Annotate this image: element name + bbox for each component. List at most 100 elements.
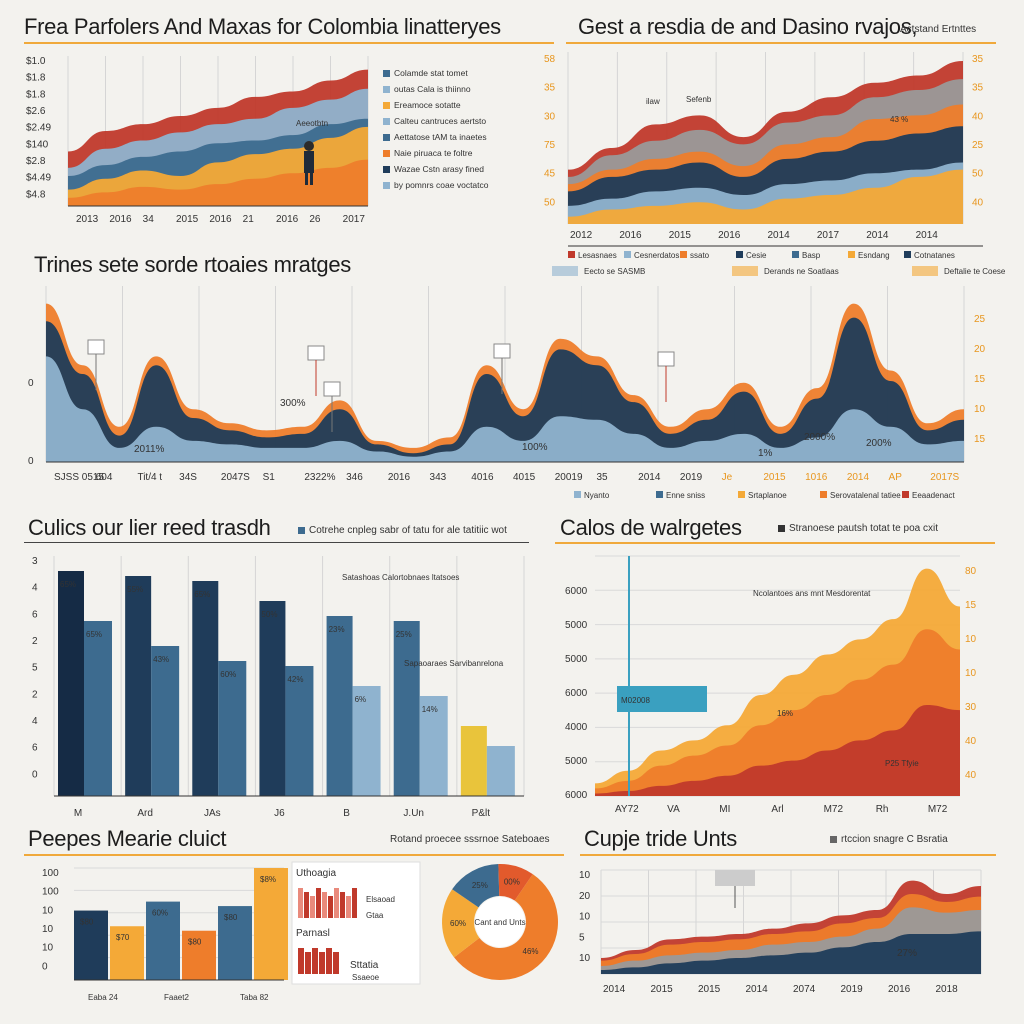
chart6-y-tick: 100 (42, 868, 59, 879)
chart3-value-label: 1% (758, 448, 773, 459)
chart3-x-tick: 2322% (304, 472, 335, 483)
chart2-rule (566, 42, 996, 44)
legend-label: Calteu cantruces aertsto (394, 116, 487, 126)
chart4-svg: M Ard JAs J6 B J.Un P&lt 65% 65% 55% 43% 65% 60% 50% 4… (32, 556, 525, 819)
chart2-title: Gest a resdia de and Dasino rvajos, (578, 14, 918, 39)
chart9-subtitle: rtccion snagre C Bsratia (830, 834, 948, 845)
chart6-title: Peepes Mearie cluict (28, 826, 227, 851)
chart9-subtitle-swatch (830, 835, 837, 843)
chart4-bar-primary (125, 576, 152, 796)
chart5-x-tick: M72 (824, 804, 844, 815)
chart7-bar (346, 896, 351, 918)
chart2-legend-swatch (736, 251, 743, 258)
chart7-label: Ssaeoe (352, 973, 380, 982)
chart3-legend-swatch (820, 491, 827, 498)
chart7-bar (334, 888, 339, 918)
pie-chart-svg: 46% 60% 25% 00% Cant and Unts (442, 864, 558, 980)
chart7-bar (340, 892, 345, 918)
chart9-y-tick: 10 (579, 953, 591, 964)
chart3-x-tick: S1 (263, 472, 276, 483)
chart1-y-tick: $4.8 (26, 189, 46, 200)
chart2-series-amber (568, 169, 963, 224)
chart4-bar-secondary (84, 621, 112, 796)
chart2-legend-label: ssato (690, 251, 710, 260)
chart1-y-tick: $2.8 (26, 156, 46, 167)
chart4-y-tick: 3 (32, 556, 38, 567)
chart3-x-tick: Je (722, 472, 733, 483)
legend-swatch (383, 150, 390, 158)
chart4-x-tick: B (343, 808, 350, 819)
chart4-annotation: Sapaoaraes Sarvibanrelona (404, 659, 504, 668)
chart5-x-tick: M72 (928, 804, 948, 815)
pie-slice-label: 25% (472, 881, 488, 890)
chart1-legend-item: Wazae Cstn arasy fined (383, 164, 553, 174)
chart3-y-tick-right: 20 (974, 344, 986, 355)
chart5-y-tick: 5000 (565, 654, 588, 665)
chart3-x-tick: 20019 (555, 472, 583, 483)
chart5-x-tick: Arl (771, 804, 783, 815)
chart6-value-label: 60% (152, 909, 168, 918)
chart6-subtitle: Rotand proecee sssrnoe Sateboaes (390, 834, 550, 845)
chart6-bar (218, 906, 252, 980)
chart6-value-label: $8% (260, 875, 276, 884)
chart3-x-tick: 2014 (847, 472, 870, 483)
chart1-legend-item: Naie piruaca te foltre (383, 148, 553, 158)
chart2-legend2-swatch (552, 266, 578, 276)
chart7-bar (328, 896, 333, 918)
chart5-y-tick-right: 80 (965, 566, 977, 577)
chart4-value-label: 25% (396, 630, 412, 639)
chart1-legend-item: Calteu cantruces aertsto (383, 116, 553, 126)
chart3-x-tick: 2014 (638, 472, 661, 483)
chart1-legend-item: outas Cala is thiinno (383, 84, 553, 94)
chart1-legend-item: Colamde stat tomet (383, 68, 553, 78)
chart4-y-tick: 2 (32, 636, 38, 647)
chart6-x-tick: Taba 82 (240, 993, 269, 1002)
chart3-annotation-box (87, 339, 105, 355)
chart4-value-label: 65% (86, 630, 102, 639)
chart3-x-tick: 2016 (388, 472, 411, 483)
chart7-label: Elsaoad (366, 895, 395, 904)
chart6-bar (146, 901, 180, 980)
chart4-value-label: 55% (127, 585, 143, 594)
chart3-y-tick: 0 (28, 378, 34, 389)
chart4-annotation: Satashoas Calortobnaes ltatsoes (342, 573, 459, 582)
chart6-bar (74, 910, 108, 980)
chart4-subtitle-swatch (298, 526, 305, 534)
chart3-value-label: 2011% (134, 444, 165, 455)
pie-slice (498, 864, 533, 901)
chart7-bar (298, 948, 304, 974)
chart4-value-label: 14% (422, 705, 438, 714)
chart2-subtitle: Actstand Ertnttes (900, 24, 977, 35)
chart7-label: Sttatia (350, 960, 379, 971)
chart6-bar (182, 930, 216, 980)
chart1-legend-item: Ereamoce sotatte (383, 100, 553, 110)
chart4-value-label: 50% (261, 610, 277, 619)
chart9-x-tick: 2015 (698, 984, 721, 995)
chart1-series-orange (68, 159, 368, 206)
chart9-x-tick: 2014 (603, 984, 626, 995)
chart5-y-tick-right: 10 (965, 668, 977, 679)
chart7-bar (310, 896, 315, 918)
chart1-x-tick: 2013 (76, 214, 99, 225)
chart2-x-tick: 2014 (866, 230, 889, 241)
chart2-svg: 58 35 30 75 45 50 35 35 40 25 50 40 2012 2016 2015 2016… (544, 52, 1006, 276)
chart5-callout-box (617, 686, 707, 712)
chart4-y-tick: 5 (32, 663, 38, 674)
chart1-x-tick: 2016 (209, 214, 232, 225)
chart3-y-tick-right: 15 (974, 374, 986, 385)
chart5-x-tick: AY72 (615, 804, 639, 815)
chart4-bar-primary (460, 726, 487, 796)
chart5-svg: M02008 Ncolantoes ans mnt Mesdorentat 6000… (565, 555, 977, 815)
person-figure-leg (305, 173, 308, 185)
chart9-rule (580, 854, 996, 856)
chart4-x-tick: J6 (274, 808, 285, 819)
chart3-annotation-box (307, 345, 325, 361)
chart9-x-tick: 2074 (793, 984, 816, 995)
legend-label: Naie piruaca te foltre (394, 148, 473, 158)
chart7-label: Parnasl (296, 928, 330, 939)
legend-swatch (383, 166, 390, 174)
chart2-legend2-swatch (912, 266, 938, 276)
chart4-bar-primary (58, 571, 84, 796)
chart3-x-tick: 604 (96, 472, 113, 483)
chart1-legend: Colamde stat tomet outas Cala is thiinno E… (383, 68, 553, 196)
